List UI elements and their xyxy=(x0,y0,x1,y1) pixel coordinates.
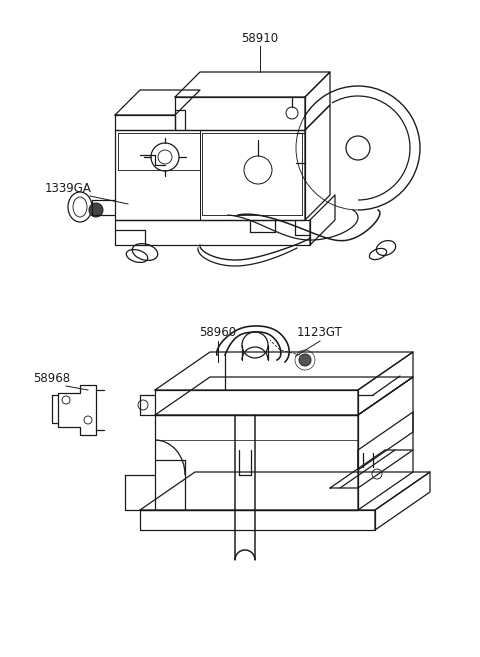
Circle shape xyxy=(89,203,103,217)
Text: 58960: 58960 xyxy=(199,327,237,340)
Text: 1123GT: 1123GT xyxy=(297,327,343,340)
Text: 58968: 58968 xyxy=(34,371,71,384)
Text: 58910: 58910 xyxy=(241,32,278,45)
Text: 1339GA: 1339GA xyxy=(45,181,91,194)
Circle shape xyxy=(299,354,311,366)
